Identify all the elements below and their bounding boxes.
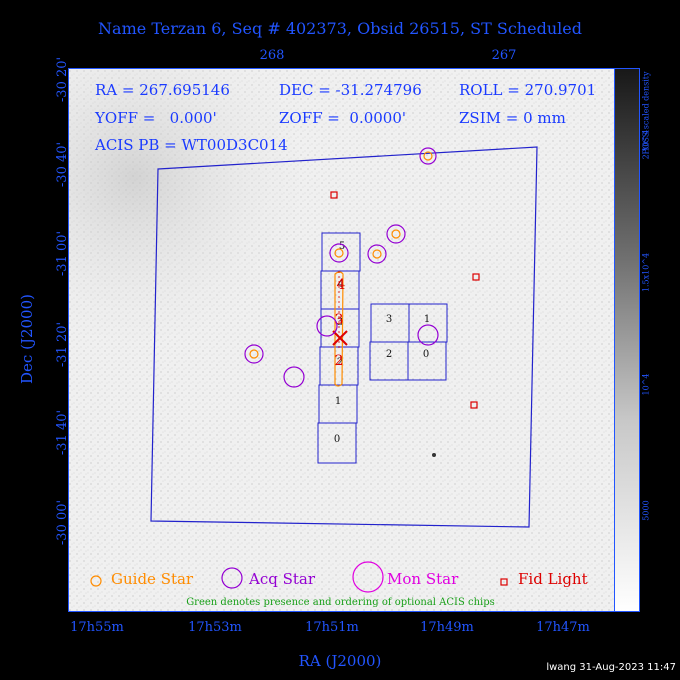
chip-label-2: 2 [337,357,343,368]
legend-guide-label: Guide Star [111,570,194,588]
field-star [432,453,436,457]
bottom-tick-2: 17h53m [188,620,242,635]
legend-mon-label: Mon Star [387,570,459,588]
chip-block-label-2: 2 [386,349,392,360]
sky-field: 5 4 3 2 1 0 3 1 2 0 4 3 2 [69,69,614,611]
y-axis-label: Dec (J2000) [17,294,36,384]
chip-label-3: 3 [337,317,343,328]
legend-mon-icon [352,561,384,593]
fid-lights [330,191,480,409]
info-zsim: ZSIM = 0 mm [459,109,566,127]
svg-text:2: 2 [335,353,344,369]
top-tick-268: 268 [259,48,285,63]
aimpoint-markers: 4 3 2 [335,277,346,369]
plot-title: Name Terzan 6, Seq # 402373, Obsid 26515… [98,19,582,38]
chip-label-0: 0 [334,434,340,445]
info-zoff: ZOFF = 0.0000' [279,109,407,127]
legend [90,561,508,593]
aimpoint-x [332,330,348,346]
svg-text:4: 4 [337,277,346,293]
chip-label-1: 1 [335,396,341,407]
chip-label-4: 4 [338,279,344,290]
optional-chips-note: Green denotes presence and ordering of o… [186,597,495,608]
chip-labels: 5 4 3 2 1 0 3 1 2 0 [334,241,430,445]
legend-guide-icon [90,575,102,587]
legend-fid-label: Fid Light [518,570,588,588]
bottom-tick-5: 17h47m [536,620,590,635]
acq-stars [283,315,439,388]
colorbar-tick-2: 1.5x10^4 [641,252,651,293]
sky-plot: 5 4 3 2 1 0 3 1 2 0 4 3 2 [68,68,615,612]
chip-block-0 [407,341,447,381]
colorbar-tick-1: 2.10^4 [641,129,651,160]
colorbar-tick-3: 10^4 [641,373,651,396]
guide-stars [244,147,437,364]
svg-text:3: 3 [335,312,344,328]
legend-acq-icon [221,567,243,589]
top-tick-267: 267 [491,48,517,63]
chip-block-label-3: 3 [386,314,392,325]
bottom-tick-3: 17h51m [305,620,359,635]
info-yoff: YOFF = 0.000' [95,109,217,127]
info-dec: DEC = -31.274796 [279,81,422,99]
x-axis-label: RA (J2000) [298,652,382,670]
timestamp: lwang 31-Aug-2023 11:47 [546,662,676,673]
chip-block-label-0: 0 [423,349,429,360]
legend-acq-label: Acq Star [249,570,316,588]
chip-label-5: 5 [339,241,345,252]
colorbar [614,68,640,612]
bottom-tick-1: 17h55m [70,620,124,635]
info-acis: ACIS PB = WT00D3C014 [95,136,288,154]
legend-fid-icon [500,578,508,586]
field-of-view-box [150,146,538,528]
chip-block-label-1: 1 [424,314,430,325]
dither-track [334,271,344,387]
chip-0 [317,422,357,464]
info-ra: RA = 267.695146 [95,81,230,99]
colorbar-tick-4: 5000 [641,500,651,521]
info-roll: ROLL = 270.9701 [459,81,597,99]
acis-chip-block [369,303,448,381]
bottom-tick-4: 17h49m [420,620,474,635]
